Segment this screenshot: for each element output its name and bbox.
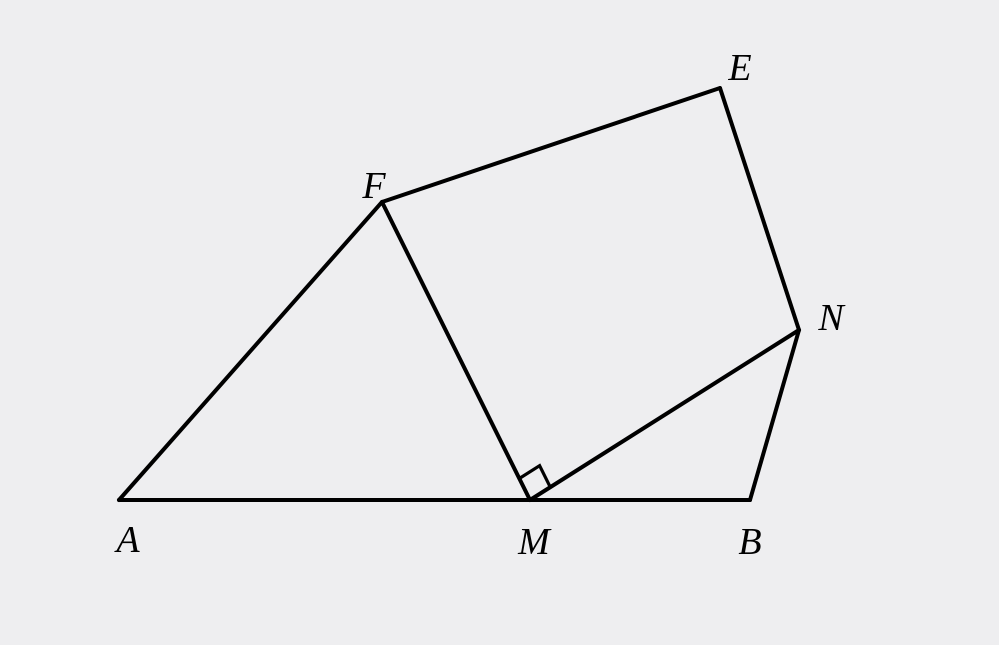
vertex-label-E: E [728, 46, 751, 90]
vertex-label-F: F [362, 164, 385, 208]
vertex-label-M: M [518, 520, 550, 564]
vertex-label-B: B [738, 520, 761, 564]
vertex-label-N: N [818, 296, 843, 340]
geometry-diagram: A B M N E F [0, 0, 999, 645]
vertex-label-A: A [116, 518, 139, 562]
diagram-svg [0, 0, 999, 645]
